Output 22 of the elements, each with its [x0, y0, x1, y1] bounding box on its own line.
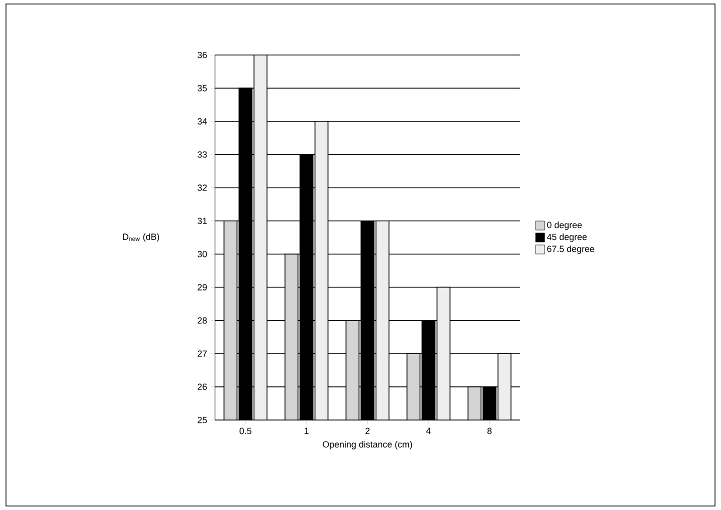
x-tick-label: 1 — [304, 428, 309, 434]
y-tick-label: 31 — [198, 218, 207, 224]
y-tick-label: 34 — [198, 118, 207, 125]
x-tick-label: 4 — [426, 428, 431, 434]
y-tick-label: 27 — [198, 350, 207, 357]
x-axis-title: Opening distance (cm) — [322, 440, 412, 450]
y-tick-label: 29 — [198, 284, 207, 290]
y-tick-label: 25 — [198, 416, 207, 424]
y-tick-label: 32 — [198, 184, 207, 191]
y-tick-label: 35 — [198, 85, 207, 92]
x-tick-label: 2 — [365, 428, 370, 434]
y-tick-label: 36 — [198, 52, 207, 58]
y-tick-label: 26 — [198, 384, 207, 390]
legend-label: 0 degree — [547, 222, 582, 230]
y-tick-label: 28 — [198, 317, 207, 324]
y-axis-title: D$_{new}$ (dB) — [123, 233, 160, 242]
x-tick-label: 0.5 — [240, 428, 252, 434]
x-tick-label: 8 — [487, 428, 492, 434]
legend-label: 45 degree — [546, 234, 587, 242]
y-tick-label: 30 — [198, 250, 207, 258]
y-tick-label: 33 — [198, 151, 207, 158]
legend-label: 67.5 degree — [547, 245, 594, 254]
